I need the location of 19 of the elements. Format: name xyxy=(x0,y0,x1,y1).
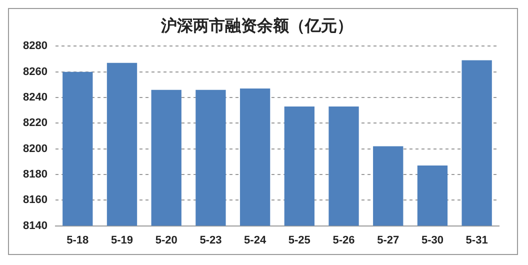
chart-title: 沪深两市融资余额（亿元） xyxy=(160,16,353,35)
x-tick-label: 5-31 xyxy=(466,234,488,246)
y-tick-label: 8160 xyxy=(22,194,48,206)
y-tick-label: 8260 xyxy=(22,66,48,78)
x-tick-label: 5-20 xyxy=(155,234,178,246)
x-tick-label: 5-19 xyxy=(110,234,134,246)
y-tick-label: 8280 xyxy=(22,40,48,52)
x-tick-label: 5-24 xyxy=(244,234,267,246)
y-tick-label: 8140 xyxy=(22,220,48,232)
y-tick-label: 8220 xyxy=(22,117,48,130)
x-tick-label: 5-23 xyxy=(200,234,222,246)
y-tick-label: 8240 xyxy=(22,92,48,104)
x-tick-label: 5-26 xyxy=(332,234,355,246)
y-tick-label: 8180 xyxy=(22,168,48,181)
x-tick-label: 5-25 xyxy=(288,234,310,246)
x-tick-label: 5-18 xyxy=(66,234,89,246)
x-tick-label: 5-27 xyxy=(377,234,400,246)
y-tick-label: 8200 xyxy=(22,142,48,155)
x-tick-label: 5-30 xyxy=(421,234,444,246)
